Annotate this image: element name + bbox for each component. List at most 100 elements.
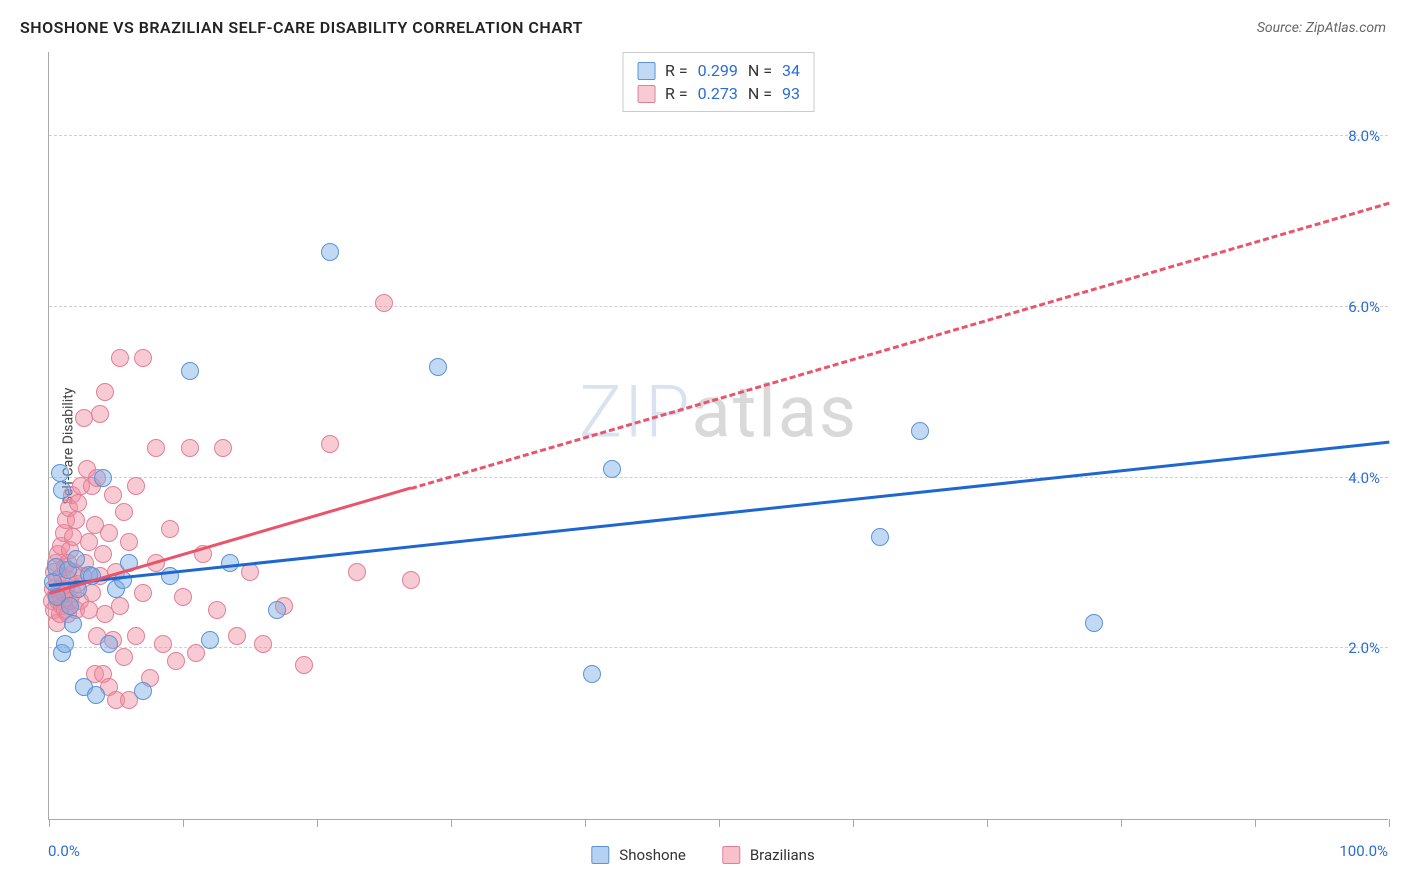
- x-tick: [183, 819, 184, 827]
- watermark: ZIPatlas: [579, 370, 858, 455]
- x-axis-max-label: 100.0%: [1339, 842, 1388, 860]
- chart-title: SHOSHONE VS BRAZILIAN SELF-CARE DISABILI…: [20, 18, 583, 37]
- x-tick: [49, 819, 50, 827]
- gridline: [49, 477, 1388, 478]
- stats-value: 0.299: [698, 61, 738, 80]
- data-point: [61, 597, 79, 615]
- data-point: [104, 486, 122, 504]
- data-point: [127, 627, 145, 645]
- x-tick: [451, 819, 452, 827]
- data-point: [96, 383, 114, 401]
- data-point: [64, 615, 82, 633]
- data-point: [201, 631, 219, 649]
- x-axis-min-label: 0.0%: [48, 842, 80, 860]
- y-tick-label: 6.0%: [1348, 298, 1380, 316]
- data-point: [429, 358, 447, 376]
- x-tick: [1389, 819, 1390, 827]
- x-tick: [853, 819, 854, 827]
- data-point: [1085, 614, 1103, 632]
- data-point: [64, 528, 82, 546]
- stats-label: N =: [748, 61, 772, 80]
- stats-legend-box: R = 0.299 N = 34 R = 0.273 N = 93: [622, 52, 815, 112]
- data-point: [120, 533, 138, 551]
- data-point: [228, 627, 246, 645]
- data-point: [147, 439, 165, 457]
- stats-row: R = 0.273 N = 93: [637, 82, 800, 105]
- data-point: [871, 528, 889, 546]
- legend-swatch: [591, 846, 609, 864]
- data-point: [295, 656, 313, 674]
- x-tick: [1121, 819, 1122, 827]
- trend-line: [410, 202, 1389, 490]
- data-point: [214, 439, 232, 457]
- data-point: [67, 511, 85, 529]
- data-point: [115, 648, 133, 666]
- data-point: [161, 520, 179, 538]
- data-point: [154, 635, 172, 653]
- data-point: [69, 494, 87, 512]
- data-point: [181, 439, 199, 457]
- x-tick: [719, 819, 720, 827]
- y-tick-label: 4.0%: [1348, 469, 1380, 487]
- data-point: [321, 435, 339, 453]
- gridline: [49, 306, 1388, 307]
- legend-item: Brazilians: [722, 846, 815, 864]
- data-point: [91, 405, 109, 423]
- stats-label: R =: [665, 61, 688, 80]
- data-point: [51, 464, 69, 482]
- legend-label: Shoshone: [619, 846, 686, 864]
- data-point: [115, 503, 133, 521]
- stats-label: N =: [748, 84, 772, 103]
- data-point: [80, 601, 98, 619]
- x-tick: [585, 819, 586, 827]
- data-point: [134, 349, 152, 367]
- stats-value: 34: [782, 61, 800, 80]
- gridline: [49, 647, 1388, 648]
- data-point: [94, 469, 112, 487]
- data-point: [254, 635, 272, 653]
- data-point: [208, 601, 226, 619]
- data-point: [134, 584, 152, 602]
- data-point: [321, 243, 339, 261]
- data-point: [94, 545, 112, 563]
- data-point: [87, 686, 105, 704]
- source-attribution: Source: ZipAtlas.com: [1257, 20, 1386, 36]
- data-point: [174, 588, 192, 606]
- data-point: [375, 294, 393, 312]
- x-tick: [987, 819, 988, 827]
- data-point: [111, 349, 129, 367]
- data-point: [583, 665, 601, 683]
- header-row: SHOSHONE VS BRAZILIAN SELF-CARE DISABILI…: [20, 18, 1386, 37]
- stats-value: 0.273: [698, 84, 738, 103]
- data-point: [56, 635, 74, 653]
- data-point: [167, 652, 185, 670]
- stats-label: R =: [665, 84, 688, 103]
- data-point: [111, 597, 129, 615]
- bottom-legend: Shoshone Brazilians: [591, 846, 814, 864]
- plot-area: ZIPatlas R = 0.299 N = 34 R = 0.273 N = 93 2.0%…: [48, 52, 1388, 820]
- legend-swatch: [722, 846, 740, 864]
- data-point: [100, 635, 118, 653]
- data-point: [348, 563, 366, 581]
- legend-swatch: [637, 85, 655, 103]
- x-tick: [1255, 819, 1256, 827]
- data-point: [911, 422, 929, 440]
- y-tick-label: 8.0%: [1348, 127, 1380, 145]
- data-point: [181, 362, 199, 380]
- data-point: [53, 481, 71, 499]
- data-point: [127, 477, 145, 495]
- stats-value: 93: [782, 84, 800, 103]
- y-tick-label: 2.0%: [1348, 639, 1380, 657]
- legend-label: Brazilians: [750, 846, 815, 864]
- trend-line: [49, 441, 1389, 587]
- x-tick: [317, 819, 318, 827]
- data-point: [100, 524, 118, 542]
- data-point: [134, 682, 152, 700]
- gridline: [49, 135, 1388, 136]
- data-point: [603, 460, 621, 478]
- data-point: [268, 601, 286, 619]
- stats-row: R = 0.299 N = 34: [637, 59, 800, 82]
- legend-item: Shoshone: [591, 846, 686, 864]
- data-point: [67, 550, 85, 568]
- legend-swatch: [637, 62, 655, 80]
